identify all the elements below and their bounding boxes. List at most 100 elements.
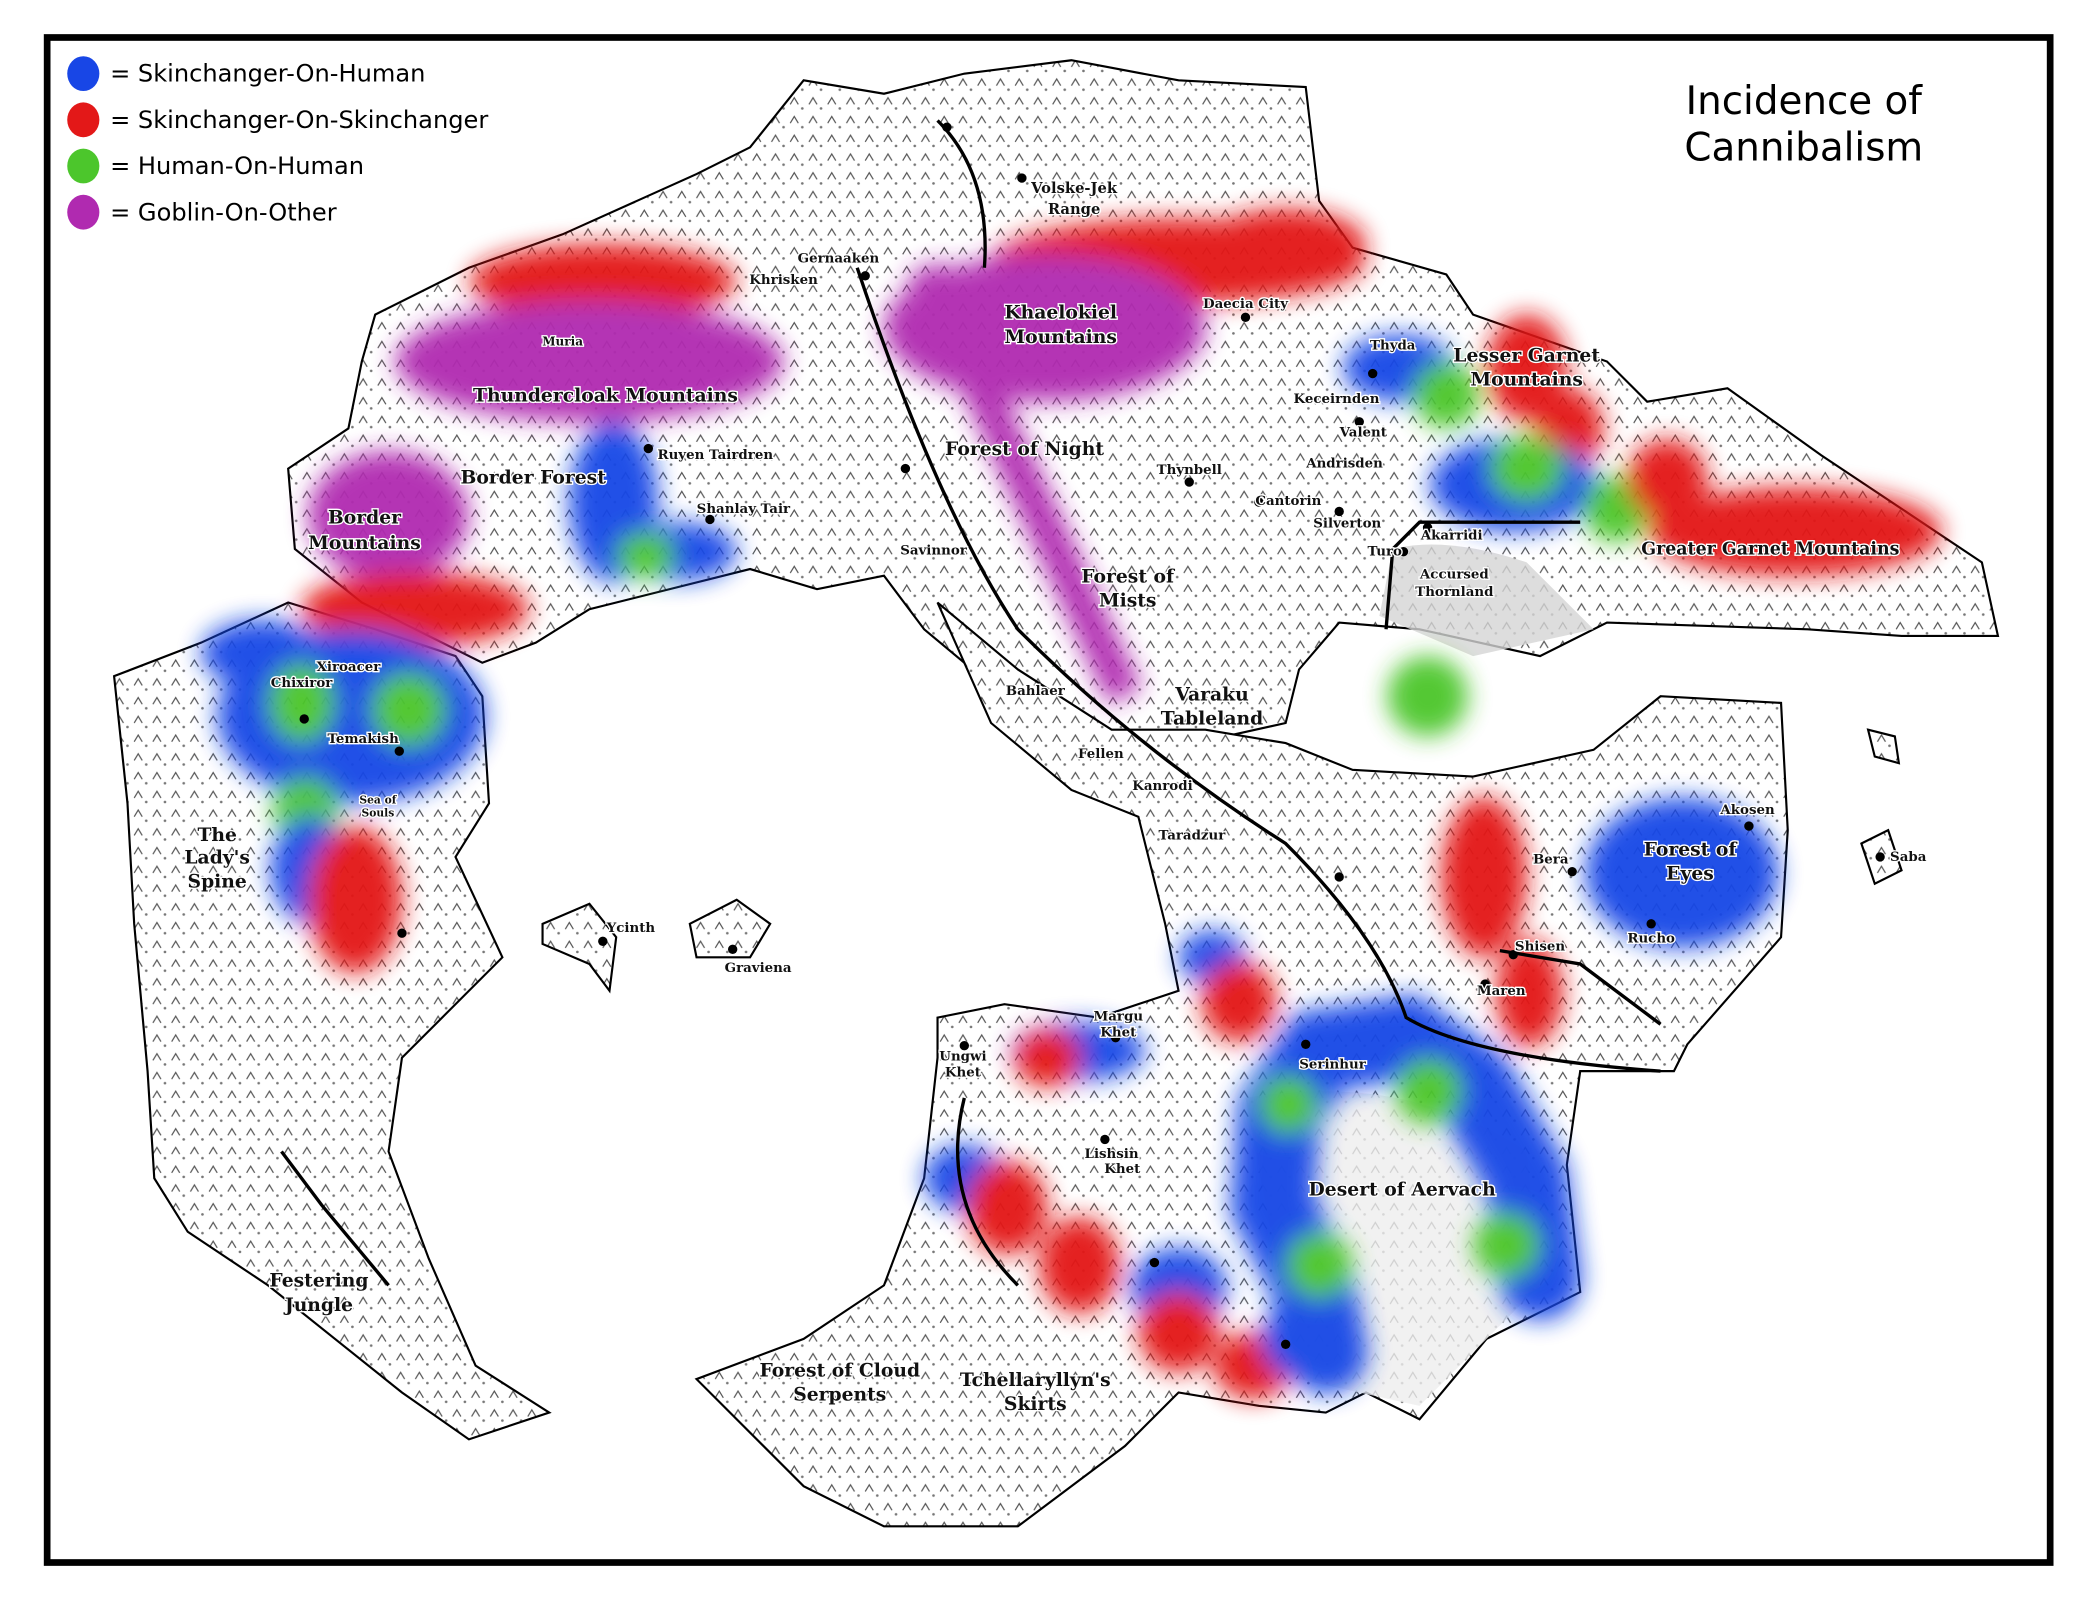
city-marker [1646, 919, 1656, 929]
place-label: Rucho [1627, 931, 1675, 947]
place-label: Forest of Cloud [759, 1359, 920, 1381]
city-marker [1422, 522, 1433, 533]
title-line-2: Cannibalism [1684, 126, 1923, 171]
place-label: Ycinth [606, 920, 656, 936]
place-label: Forest of [1644, 839, 1739, 861]
place-label: Skirts [1004, 1393, 1067, 1415]
landmass [1866, 728, 1901, 765]
legend-label: = Human-On-Human [110, 152, 364, 180]
incidence-band [907, 259, 1142, 705]
city-marker [1280, 1339, 1291, 1349]
place-label: Mountains [1004, 326, 1117, 348]
place-label: Fellen [1078, 746, 1124, 762]
city-marker [1334, 506, 1344, 517]
city-marker [942, 122, 952, 132]
city-marker [1567, 866, 1577, 877]
city-marker [1875, 852, 1885, 862]
incidence-blob [1039, 1217, 1120, 1314]
place-label: Khet [1100, 1024, 1137, 1040]
place-labels: Volske-Jek Range Gernaaken Khrisken Khaeloki… [183, 178, 1928, 1416]
incidence-blob [308, 826, 402, 974]
incidence-blob [616, 531, 676, 580]
incidence-overlay [201, 208, 1942, 1400]
legend-swatch [67, 194, 100, 230]
place-label: The [197, 824, 237, 846]
city-marker [1254, 497, 1264, 507]
place-label: Tchellaryllyn's [960, 1369, 1111, 1391]
place-label: Khet [945, 1064, 982, 1080]
incidence-blob [301, 571, 530, 647]
place-label: Maren [1477, 983, 1526, 999]
place-label: Kanrodi [1132, 778, 1192, 794]
city-marker [1744, 821, 1754, 831]
place-label: Akarridi [1420, 528, 1483, 544]
place-label: Thornland [1415, 584, 1494, 600]
incidence-blob [1627, 439, 1708, 520]
place-label: Border [328, 507, 402, 529]
incidence-blob [1486, 314, 1567, 422]
city-marker [1184, 477, 1194, 487]
place-label: Border Forest [460, 466, 606, 488]
city-marker [299, 714, 309, 724]
place-label: Daecia City [1203, 296, 1289, 312]
place-label: Khaelokiel [1004, 302, 1117, 324]
city-marker [1367, 368, 1378, 379]
incidence-blob [1205, 208, 1366, 279]
place-label: Mountains [308, 532, 421, 554]
incidence-blob [1138, 1292, 1219, 1373]
city-marker [1301, 1039, 1311, 1050]
river [1384, 520, 1581, 630]
place-label: Graviena [725, 960, 792, 976]
landmass [112, 601, 552, 1441]
place-label: Thyda [1370, 337, 1416, 353]
city-marker [1334, 872, 1344, 882]
incidence-blob [395, 301, 784, 422]
incidence-blob [371, 672, 447, 748]
place-label: Ruyen Tairdren [657, 447, 773, 463]
incidence-blob [1647, 487, 1942, 576]
incidence-blob [1013, 1028, 1081, 1088]
incidence-blob [1395, 1057, 1463, 1125]
title-line-1: Incidence of [1686, 79, 1924, 124]
landmass [287, 59, 2000, 751]
place-label: Serinhur [1299, 1056, 1366, 1072]
city-marker [394, 746, 404, 756]
city-marker [1100, 1134, 1110, 1145]
place-label: Chixiror [271, 675, 333, 691]
place-label: Lishsin [1085, 1146, 1139, 1162]
place-label: Turo [1368, 544, 1402, 560]
incidence-blob [1387, 656, 1468, 737]
place-label: Forest of [1081, 565, 1176, 587]
place-label: Varaku [1174, 683, 1249, 705]
incidence-blob [1585, 797, 1779, 948]
place-label: Souls [361, 807, 394, 820]
place-label: Spine [188, 871, 247, 893]
legend: = Skinchanger-On-Human = Skinchanger-On-S… [67, 56, 488, 230]
city-marker [1480, 979, 1490, 989]
incidence-blob [1440, 796, 1527, 958]
landmass [541, 902, 618, 994]
place-label: Savinnor [900, 542, 968, 558]
river [936, 119, 987, 268]
place-label: Tableland [1161, 707, 1263, 729]
incidence-blob [1495, 939, 1563, 1048]
legend-label: = Goblin-On-Other [110, 198, 337, 226]
place-label: Lady's [184, 847, 250, 869]
place-label: Range [1048, 201, 1100, 218]
city-marker [1508, 949, 1518, 960]
place-label: Gernaaken [798, 250, 880, 266]
legend-label: = Skinchanger-On-Skinchanger [110, 106, 488, 134]
city-marker [397, 928, 407, 938]
cities [299, 122, 1885, 1349]
incidence-blob [268, 662, 336, 744]
place-label: Accursed [1419, 566, 1489, 582]
city-marker [1354, 417, 1364, 427]
place-label: Festering [269, 1270, 368, 1292]
city-marker [1017, 173, 1027, 183]
place-label: Khet [1104, 1161, 1141, 1177]
legend-label: = Skinchanger-On-Human [110, 60, 425, 88]
place-label: Temakish [327, 731, 399, 747]
incidence-blob [1258, 1075, 1318, 1135]
incidence-blob [1201, 961, 1277, 1042]
legend-swatch [67, 56, 100, 92]
